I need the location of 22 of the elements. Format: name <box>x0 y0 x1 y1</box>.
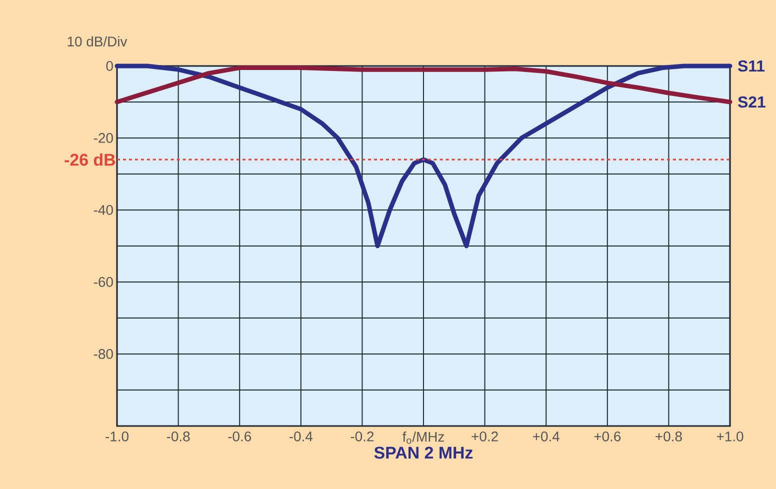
x-tick-label: +0.2 <box>472 431 498 442</box>
series-label: S11 <box>738 60 765 72</box>
x-tick-label: +1.0 <box>716 431 744 442</box>
y-tick-label: -60 <box>94 277 113 287</box>
x-tick-label: +0.8 <box>656 431 682 442</box>
x-tick-label: +0.4 <box>533 431 560 442</box>
y-tick-label: -40 <box>94 205 113 215</box>
x-tick-label: -0.4 <box>290 431 313 442</box>
line-series <box>114 64 732 248</box>
ref-line-label: -26 dB <box>64 153 116 166</box>
x-tick-label: -0.8 <box>166 431 190 442</box>
x-tick-label: -0.2 <box>350 431 374 442</box>
x-axis-title: SPAN 2 MHz <box>374 446 473 459</box>
series-label: S21 <box>738 96 766 108</box>
x-tick-label: f$_{o}$/MHz <box>402 432 444 444</box>
x-tick-label: +0.6 <box>594 431 621 442</box>
x-tick-label: -1.0 <box>106 431 128 442</box>
y-tick-label: -80 <box>94 349 113 359</box>
y-axis-title: 10 dB/Div <box>68 36 128 46</box>
y-tick-label: -20 <box>94 133 113 143</box>
x-tick-label: -0.6 <box>228 431 252 442</box>
y-tick-label: 0 <box>106 61 113 71</box>
